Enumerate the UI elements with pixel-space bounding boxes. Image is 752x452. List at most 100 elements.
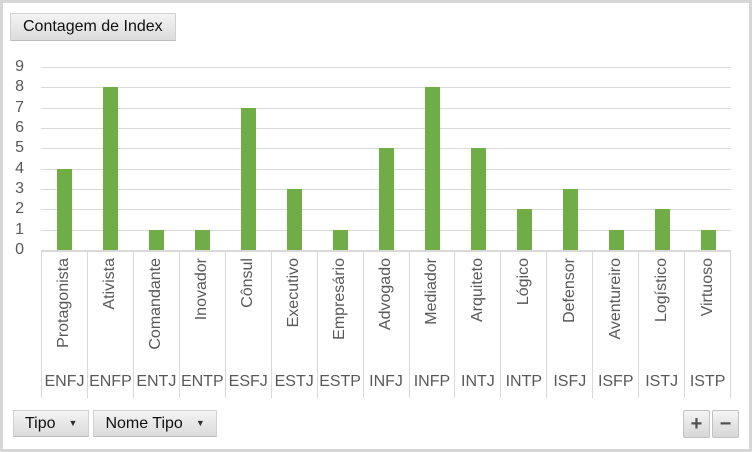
category-name-area: Cônsul xyxy=(226,252,271,365)
y-tick-label: 3 xyxy=(15,180,24,197)
axis-field-button-tipo[interactable]: Tipo ▼ xyxy=(13,410,90,437)
category-code-label: INTP xyxy=(505,372,543,390)
category-code-label: ENTP xyxy=(180,372,224,390)
gridline xyxy=(41,67,731,68)
bar xyxy=(149,230,164,250)
dropdown-arrow-icon: ▼ xyxy=(195,418,205,428)
category-code-label: ESTJ xyxy=(274,372,314,390)
category-name-label: Logístico xyxy=(652,258,670,323)
y-tick-label: 5 xyxy=(15,139,24,156)
category-code-label: INFP xyxy=(413,372,451,390)
category-cell: Lógico INTP xyxy=(500,252,546,398)
category-code-area: ISTP xyxy=(685,365,730,398)
category-name-area: Advogado xyxy=(364,252,409,365)
category-cell: Executivo ESTJ xyxy=(270,252,317,398)
category-name-area: Ativista xyxy=(88,252,133,365)
category-cell: Defensor ISFJ xyxy=(546,252,592,398)
category-cell: Aventureiro ISFP xyxy=(592,252,638,398)
category-cell: Virtuoso ISTP xyxy=(684,252,732,398)
category-name-label: Arquiteto xyxy=(468,258,486,323)
axis-field-button-nome-tipo[interactable]: Nome Tipo ▼ xyxy=(93,410,217,437)
bar xyxy=(471,148,486,250)
category-cell: Arquiteto INTJ xyxy=(454,252,500,398)
category-code-area: ISTJ xyxy=(639,365,684,398)
gridline xyxy=(41,87,731,88)
category-code-label: ESFJ xyxy=(228,372,268,390)
category-code-area: ENTJ xyxy=(134,365,179,398)
category-code-area: ENFP xyxy=(88,365,133,398)
category-code-area: ENFJ xyxy=(42,365,87,398)
bar xyxy=(195,230,210,250)
category-name-label: Lógico xyxy=(514,258,532,306)
category-name-label: Aventureiro xyxy=(606,258,624,340)
y-tick-label: 7 xyxy=(15,99,24,116)
category-cell: Advogado INFJ xyxy=(362,252,409,398)
category-name-area: Aventureiro xyxy=(593,252,638,365)
category-name-area: Mediador xyxy=(410,252,455,365)
category-name-area: Comandante xyxy=(134,252,179,365)
y-tick-label: 4 xyxy=(15,160,24,177)
y-tick-label: 2 xyxy=(15,200,24,217)
category-name-label: Advogado xyxy=(377,258,395,331)
category-code-label: INTJ xyxy=(461,372,495,390)
category-name-label: Empresário xyxy=(331,258,349,340)
category-code-area: ENTP xyxy=(180,365,225,398)
category-name-area: Logístico xyxy=(639,252,684,365)
bar xyxy=(655,209,670,250)
category-cell: Empresário ESTP xyxy=(316,252,363,398)
collapse-field-button[interactable]: − xyxy=(712,410,739,438)
bar xyxy=(287,189,302,250)
category-code-label: ESTP xyxy=(319,372,361,390)
value-field-button[interactable]: Contagem de Index xyxy=(10,13,176,41)
category-cell: Logístico ISTJ xyxy=(638,252,684,398)
category-cell: Inovador ENTP xyxy=(178,252,225,398)
category-axis: Protagonista ENFJ Ativista ENFP Comandante EN… xyxy=(41,251,732,398)
category-cell: Protagonista ENFJ xyxy=(41,252,87,398)
category-name-label: Inovador xyxy=(193,258,211,321)
category-code-label: ISTJ xyxy=(645,372,679,390)
expand-field-button[interactable]: + xyxy=(683,410,710,438)
category-code-label: ENTJ xyxy=(136,372,177,390)
category-name-label: Comandante xyxy=(147,258,165,350)
category-name-label: Virtuoso xyxy=(698,258,716,317)
bar xyxy=(379,148,394,250)
category-code-area: INTP xyxy=(501,365,546,398)
category-cell: Ativista ENFP xyxy=(86,252,133,398)
category-name-label: Executivo xyxy=(285,258,303,328)
category-name-area: Executivo xyxy=(272,252,317,365)
category-name-area: Empresário xyxy=(318,252,363,365)
category-name-area: Inovador xyxy=(180,252,225,365)
category-name-area: Virtuoso xyxy=(685,252,730,365)
category-name-area: Arquiteto xyxy=(455,252,500,365)
bar xyxy=(701,230,716,250)
category-code-label: ISFP xyxy=(597,372,634,390)
axis-field-label: Tipo xyxy=(25,414,56,432)
category-name-area: Protagonista xyxy=(42,252,87,365)
y-tick-label: 0 xyxy=(15,241,24,258)
category-name-label: Ativista xyxy=(101,258,119,310)
category-code-area: ESTJ xyxy=(272,365,317,398)
category-name-label: Protagonista xyxy=(55,258,73,348)
bar xyxy=(241,108,256,250)
category-name-label: Defensor xyxy=(560,258,578,323)
category-code-area: INFP xyxy=(410,365,455,398)
y-tick-label: 8 xyxy=(15,78,24,95)
category-code-label: ISFJ xyxy=(553,372,587,390)
category-code-area: ISFJ xyxy=(547,365,592,398)
expand-collapse-buttons: + − xyxy=(683,410,739,438)
y-tick-label: 9 xyxy=(15,58,24,75)
category-cell: Mediador INFP xyxy=(408,252,455,398)
category-cell: Comandante ENTJ xyxy=(132,252,179,398)
category-name-area: Defensor xyxy=(547,252,592,365)
category-code-area: ISFP xyxy=(593,365,638,398)
bar xyxy=(609,230,624,250)
y-tick-label: 6 xyxy=(15,119,24,136)
category-code-area: INTJ xyxy=(455,365,500,398)
gridline xyxy=(41,128,731,129)
category-code-label: ISTP xyxy=(689,372,726,390)
gridline xyxy=(41,250,731,251)
axis-field-label: Nome Tipo xyxy=(105,414,183,432)
category-code-area: ESTP xyxy=(318,365,363,398)
category-code-area: ESFJ xyxy=(226,365,271,398)
